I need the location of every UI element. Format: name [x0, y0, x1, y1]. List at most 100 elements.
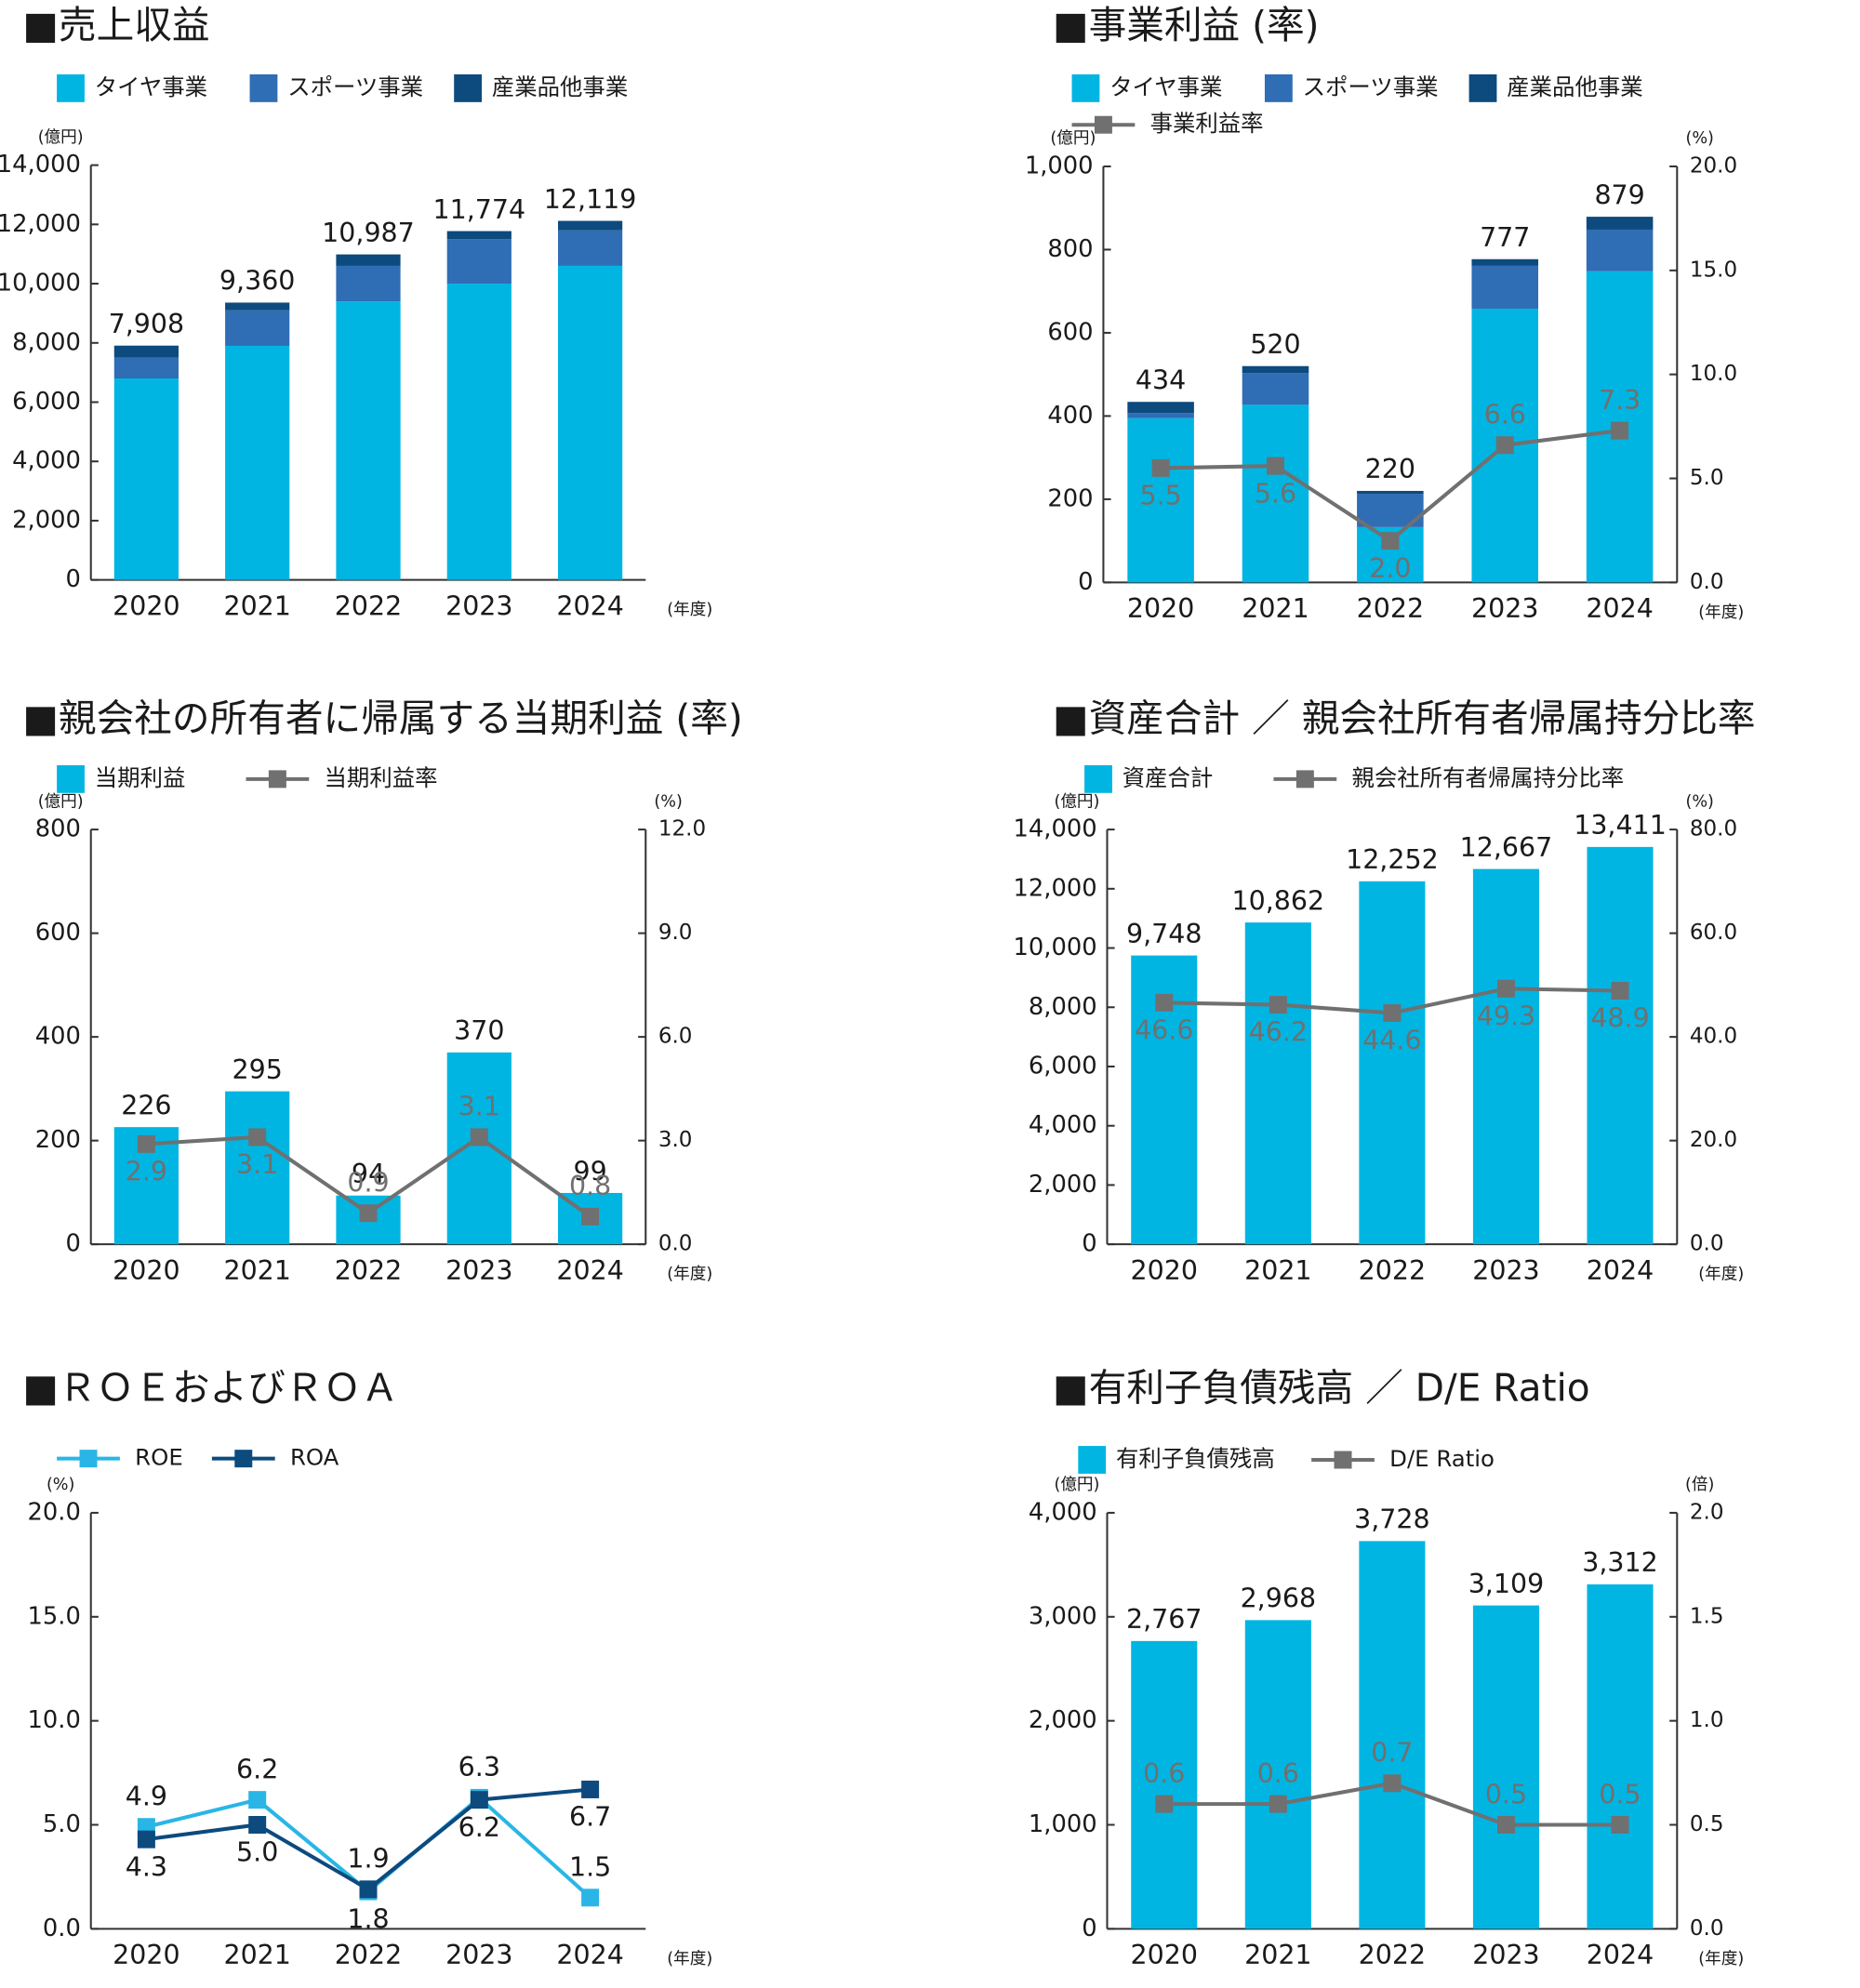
y-tick-label: 0: [65, 565, 80, 593]
bar-value-label: 2,968: [1241, 1584, 1317, 1614]
line-marker: [1383, 1003, 1402, 1022]
bar-value-label: 99: [573, 1156, 606, 1186]
bar: [1127, 413, 1194, 418]
bar-value-label: 13,411: [1574, 810, 1667, 841]
chart-title: ■売上収益: [23, 3, 210, 47]
bar: [1359, 881, 1426, 1245]
x-tick-label: 2020: [1131, 1255, 1198, 1286]
line-marker: [248, 1128, 267, 1146]
y2-tick-label: 15.0: [1690, 258, 1737, 282]
chart-title: ■有利子負債残高 ／ D/E Ratio: [1053, 1365, 1590, 1410]
y-tick-label: 6,000: [12, 388, 81, 416]
bar: [446, 231, 512, 240]
line-marker: [581, 1780, 600, 1798]
bar: [113, 345, 179, 358]
line-marker: [1266, 457, 1284, 475]
legend-marker: [1295, 770, 1314, 789]
legend-swatch: [1084, 764, 1112, 793]
bar: [1586, 217, 1654, 230]
x-tick-label: 2024: [1586, 593, 1653, 624]
y-unit: (億円): [1054, 792, 1099, 811]
x-tick-label: 2022: [335, 590, 402, 621]
y2-tick-label: 60.0: [1690, 921, 1737, 945]
bar-value-label: 12,252: [1346, 844, 1439, 875]
y-tick-label: 4,000: [12, 447, 81, 475]
line-value-label: 0.9: [347, 1168, 389, 1199]
bar: [1586, 229, 1654, 272]
legend-swatch: [1468, 73, 1497, 102]
bar: [558, 220, 623, 231]
x-tick-label: 2020: [113, 1940, 179, 1970]
y-tick-label: 600: [1047, 318, 1093, 346]
line-value-label: 0.5: [1599, 1779, 1641, 1809]
y2-tick-label: 20.0: [1690, 153, 1737, 178]
line-marker: [1269, 996, 1287, 1014]
legend-marker: [234, 1450, 253, 1468]
bar: [1359, 1541, 1426, 1929]
legend-swatch: [1078, 1446, 1107, 1474]
line-marker: [1383, 1774, 1402, 1793]
y-unit: (億円): [38, 128, 84, 147]
legend-label: ROA: [290, 1444, 339, 1471]
x-tick-label: 2021: [223, 1940, 290, 1970]
line-value-label: 6.6: [1484, 400, 1526, 431]
y-tick-label: 0: [65, 1230, 80, 1258]
y2-tick-label: 80.0: [1690, 817, 1737, 842]
x-unit: (年度): [1698, 1266, 1744, 1284]
y-tick-label: 12,000: [1014, 874, 1097, 902]
y-tick-label: 3,000: [1029, 1602, 1097, 1630]
line-marker: [1155, 1795, 1174, 1813]
x-tick-label: 2022: [1359, 1940, 1426, 1970]
legend-swatch: [57, 764, 85, 793]
y-tick-label: 0: [1078, 568, 1093, 596]
line-value-label: 1.5: [569, 1852, 611, 1883]
y2-tick-label: 5.0: [1690, 466, 1724, 490]
line-value-label: 44.6: [1362, 1026, 1421, 1056]
y-tick-label: 400: [1047, 402, 1093, 430]
x-tick-label: 2023: [1472, 1940, 1539, 1970]
bar: [225, 302, 290, 311]
x-unit: (年度): [667, 1950, 712, 1968]
y2-tick-label: 10.0: [1690, 362, 1737, 386]
y-tick-label: 5.0: [43, 1810, 81, 1838]
x-tick-label: 2020: [113, 1255, 179, 1286]
x-tick-label: 2024: [556, 1940, 623, 1970]
bar: [225, 345, 290, 580]
bar: [1131, 1640, 1198, 1929]
y2-tick-label: 0.0: [1690, 1232, 1724, 1256]
line-value-label: 3.1: [458, 1092, 500, 1122]
y-tick-label: 0.0: [43, 1915, 81, 1942]
line-value-label: 0.7: [1371, 1738, 1413, 1769]
y-tick-label: 200: [1047, 484, 1093, 512]
bar-value-label: 10,862: [1232, 885, 1325, 916]
x-tick-label: 2023: [445, 1255, 512, 1286]
y-tick-label: 12,000: [0, 210, 81, 238]
chart-title: ■資産合計 ／ 親会社所有者帰属持分比率: [1053, 696, 1755, 741]
line-value-label: 0.8: [569, 1171, 611, 1201]
chart-title: ■ＲＯＥおよびＲＯＡ: [23, 1365, 399, 1410]
x-tick-label: 2022: [1357, 593, 1424, 624]
x-unit: (年度): [1698, 1950, 1744, 1968]
line-marker: [581, 1207, 600, 1226]
line-marker: [359, 1204, 378, 1223]
legend-swatch: [1071, 73, 1100, 102]
x-tick-label: 2021: [1244, 1255, 1311, 1286]
x-tick-label: 2022: [1359, 1255, 1426, 1286]
total-label: 879: [1594, 179, 1644, 210]
line-marker: [248, 1791, 267, 1809]
x-tick-label: 2022: [335, 1255, 402, 1286]
legend-label: スポーツ事業: [287, 73, 423, 100]
bar: [1242, 404, 1309, 583]
line-marker: [581, 1889, 600, 1907]
bar: [113, 378, 179, 580]
bar: [336, 301, 401, 580]
total-label: 434: [1136, 365, 1186, 396]
x-tick-label: 2020: [1127, 593, 1194, 624]
bar-value-label: 94: [352, 1159, 385, 1189]
bar: [446, 1052, 512, 1245]
y2-tick-label: 0.5: [1690, 1812, 1724, 1836]
line-value-label: 46.2: [1249, 1017, 1308, 1048]
y-tick-label: 2,000: [12, 506, 81, 534]
legend-label: タイヤ事業: [95, 73, 207, 100]
